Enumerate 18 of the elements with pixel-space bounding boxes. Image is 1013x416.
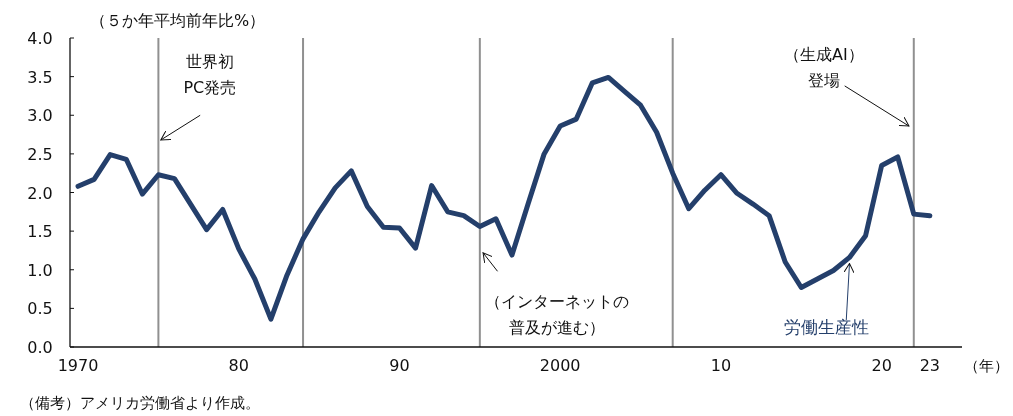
x-tick-label: 90 bbox=[389, 356, 410, 375]
y-tick-label: 3.0 bbox=[27, 106, 53, 126]
y-axis-title: （５か年平均前年比%） bbox=[90, 11, 266, 30]
x-tick-label: 10 bbox=[710, 356, 732, 375]
y-tick-label: 0.0 bbox=[27, 338, 53, 357]
y-tick-label: 1.0 bbox=[27, 260, 53, 280]
y-tick-label: 0.5 bbox=[27, 299, 53, 319]
y-tick-label: 4.0 bbox=[27, 29, 53, 48]
x-tick-label: 20 bbox=[871, 356, 892, 375]
x-tick-label: 23 bbox=[919, 356, 941, 375]
y-tick-label: 2.0 bbox=[27, 183, 53, 203]
x-tick-label: 2000 bbox=[539, 356, 581, 375]
y-tick-label: 3.5 bbox=[27, 67, 53, 87]
y-tick-label: 2.5 bbox=[27, 144, 53, 164]
x-axis-title: （年） bbox=[964, 357, 1009, 375]
x-tick-label: 1970 bbox=[57, 356, 99, 375]
y-tick-label: 1.5 bbox=[27, 222, 53, 242]
x-tick-label: 80 bbox=[228, 356, 249, 375]
